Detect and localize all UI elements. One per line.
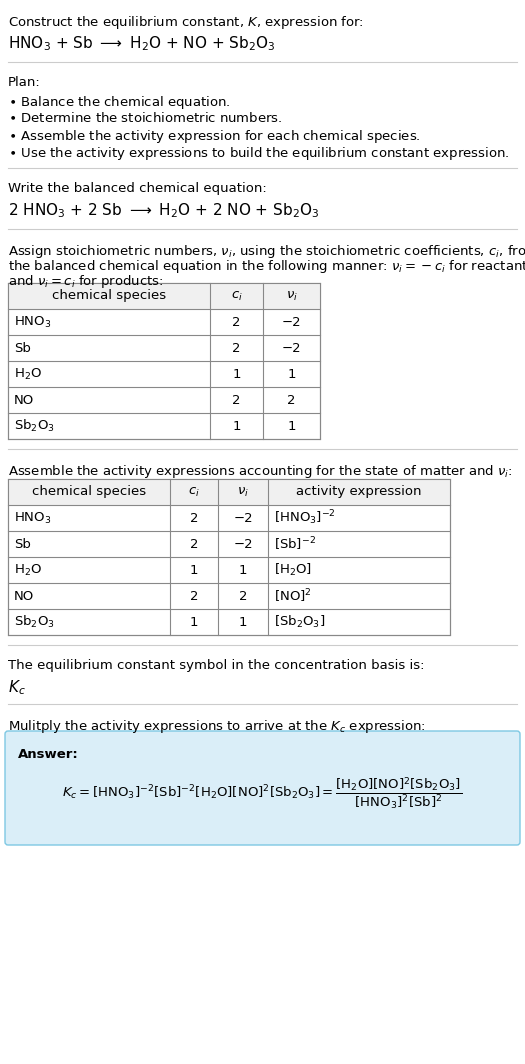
Text: 2 $\mathrm{HNO_3}$ + 2 Sb $\longrightarrow$ $\mathrm{H_2O}$ + 2 NO + $\mathrm{Sb: 2 $\mathrm{HNO_3}$ + 2 Sb $\longrightarr… [8,201,319,219]
FancyBboxPatch shape [5,731,520,845]
Text: Sb: Sb [14,342,31,354]
Text: 2: 2 [190,537,198,550]
Text: $\mathrm{HNO_3}$: $\mathrm{HNO_3}$ [14,315,51,330]
Text: −2: −2 [282,342,301,354]
Text: 2: 2 [190,512,198,525]
Text: Assign stoichiometric numbers, $\nu_i$, using the stoichiometric coefficients, $: Assign stoichiometric numbers, $\nu_i$, … [8,243,525,260]
Text: 1: 1 [239,615,247,629]
Text: chemical species: chemical species [32,485,146,499]
Text: 1: 1 [232,419,241,432]
Text: −2: −2 [282,316,301,329]
Text: the balanced chemical equation in the following manner: $\nu_i = -c_i$ for react: the balanced chemical equation in the fo… [8,257,525,275]
Text: Sb: Sb [14,537,31,550]
Text: $[\mathrm{Sb}]^{-2}$: $[\mathrm{Sb}]^{-2}$ [274,535,316,553]
Text: 2: 2 [239,589,247,602]
Text: 2: 2 [232,316,241,329]
Text: $\nu_i$: $\nu_i$ [237,485,249,499]
Text: 1: 1 [287,419,296,432]
Text: $\bullet$ Determine the stoichiometric numbers.: $\bullet$ Determine the stoichiometric n… [8,111,282,124]
Text: NO: NO [14,394,34,406]
Text: $\bullet$ Balance the chemical equation.: $\bullet$ Balance the chemical equation. [8,94,230,111]
Text: 1: 1 [190,615,198,629]
Text: 1: 1 [287,367,296,381]
Text: chemical species: chemical species [52,289,166,302]
Text: and $\nu_i = c_i$ for products:: and $\nu_i = c_i$ for products: [8,273,164,290]
Text: Assemble the activity expressions accounting for the state of matter and $\nu_i$: Assemble the activity expressions accoun… [8,463,513,480]
Text: $\bullet$ Assemble the activity expression for each chemical species.: $\bullet$ Assemble the activity expressi… [8,128,421,145]
Text: $c_i$: $c_i$ [230,289,243,302]
Bar [8,479,450,635]
Text: 1: 1 [232,367,241,381]
Text: activity expression: activity expression [296,485,422,499]
Text: Write the balanced chemical equation:: Write the balanced chemical equation: [8,182,267,195]
Text: $\bullet$ Use the activity expressions to build the equilibrium constant express: $\bullet$ Use the activity expressions t… [8,145,509,162]
Bar [8,283,320,309]
Text: $\mathrm{HNO_3}$ + Sb $\longrightarrow$ $\mathrm{H_2O}$ + NO + $\mathrm{Sb_2O_3}: $\mathrm{HNO_3}$ + Sb $\longrightarrow$ … [8,34,276,53]
Text: −2: −2 [233,512,253,525]
Text: $\mathrm{Sb_2O_3}$: $\mathrm{Sb_2O_3}$ [14,418,55,434]
Text: Construct the equilibrium constant, $K$, expression for:: Construct the equilibrium constant, $K$,… [8,14,364,31]
Text: $c_i$: $c_i$ [188,485,200,499]
Bar [8,283,320,439]
Text: 1: 1 [190,564,198,577]
Bar [8,479,450,505]
Text: $[\mathrm{HNO_3}]^{-2}$: $[\mathrm{HNO_3}]^{-2}$ [274,509,336,528]
Text: Answer:: Answer: [18,748,79,761]
Text: 2: 2 [232,342,241,354]
Text: $K_c$: $K_c$ [8,678,26,697]
Text: $\mathrm{Sb_2O_3}$: $\mathrm{Sb_2O_3}$ [14,614,55,630]
Text: 1: 1 [239,564,247,577]
Text: $[\mathrm{NO}]^{2}$: $[\mathrm{NO}]^{2}$ [274,587,312,604]
Text: $\mathrm{H_2O}$: $\mathrm{H_2O}$ [14,563,42,578]
Text: NO: NO [14,589,34,602]
Text: The equilibrium constant symbol in the concentration basis is:: The equilibrium constant symbol in the c… [8,659,425,672]
Text: Mulitply the activity expressions to arrive at the $K_c$ expression:: Mulitply the activity expressions to arr… [8,718,426,735]
Text: $\mathrm{HNO_3}$: $\mathrm{HNO_3}$ [14,511,51,526]
Text: −2: −2 [233,537,253,550]
Text: 2: 2 [232,394,241,406]
Text: $\nu_i$: $\nu_i$ [286,289,298,302]
Text: 2: 2 [287,394,296,406]
Text: $K_c = [\mathrm{HNO_3}]^{-2} [\mathrm{Sb}]^{-2} [\mathrm{H_2O}] [\mathrm{NO}]^{2: $K_c = [\mathrm{HNO_3}]^{-2} [\mathrm{Sb… [62,776,462,812]
Text: $[\mathrm{Sb_2O_3}]$: $[\mathrm{Sb_2O_3}]$ [274,614,326,630]
Text: $[\mathrm{H_2O}]$: $[\mathrm{H_2O}]$ [274,562,312,578]
Text: Plan:: Plan: [8,76,41,89]
Text: $\mathrm{H_2O}$: $\mathrm{H_2O}$ [14,366,42,382]
Text: 2: 2 [190,589,198,602]
